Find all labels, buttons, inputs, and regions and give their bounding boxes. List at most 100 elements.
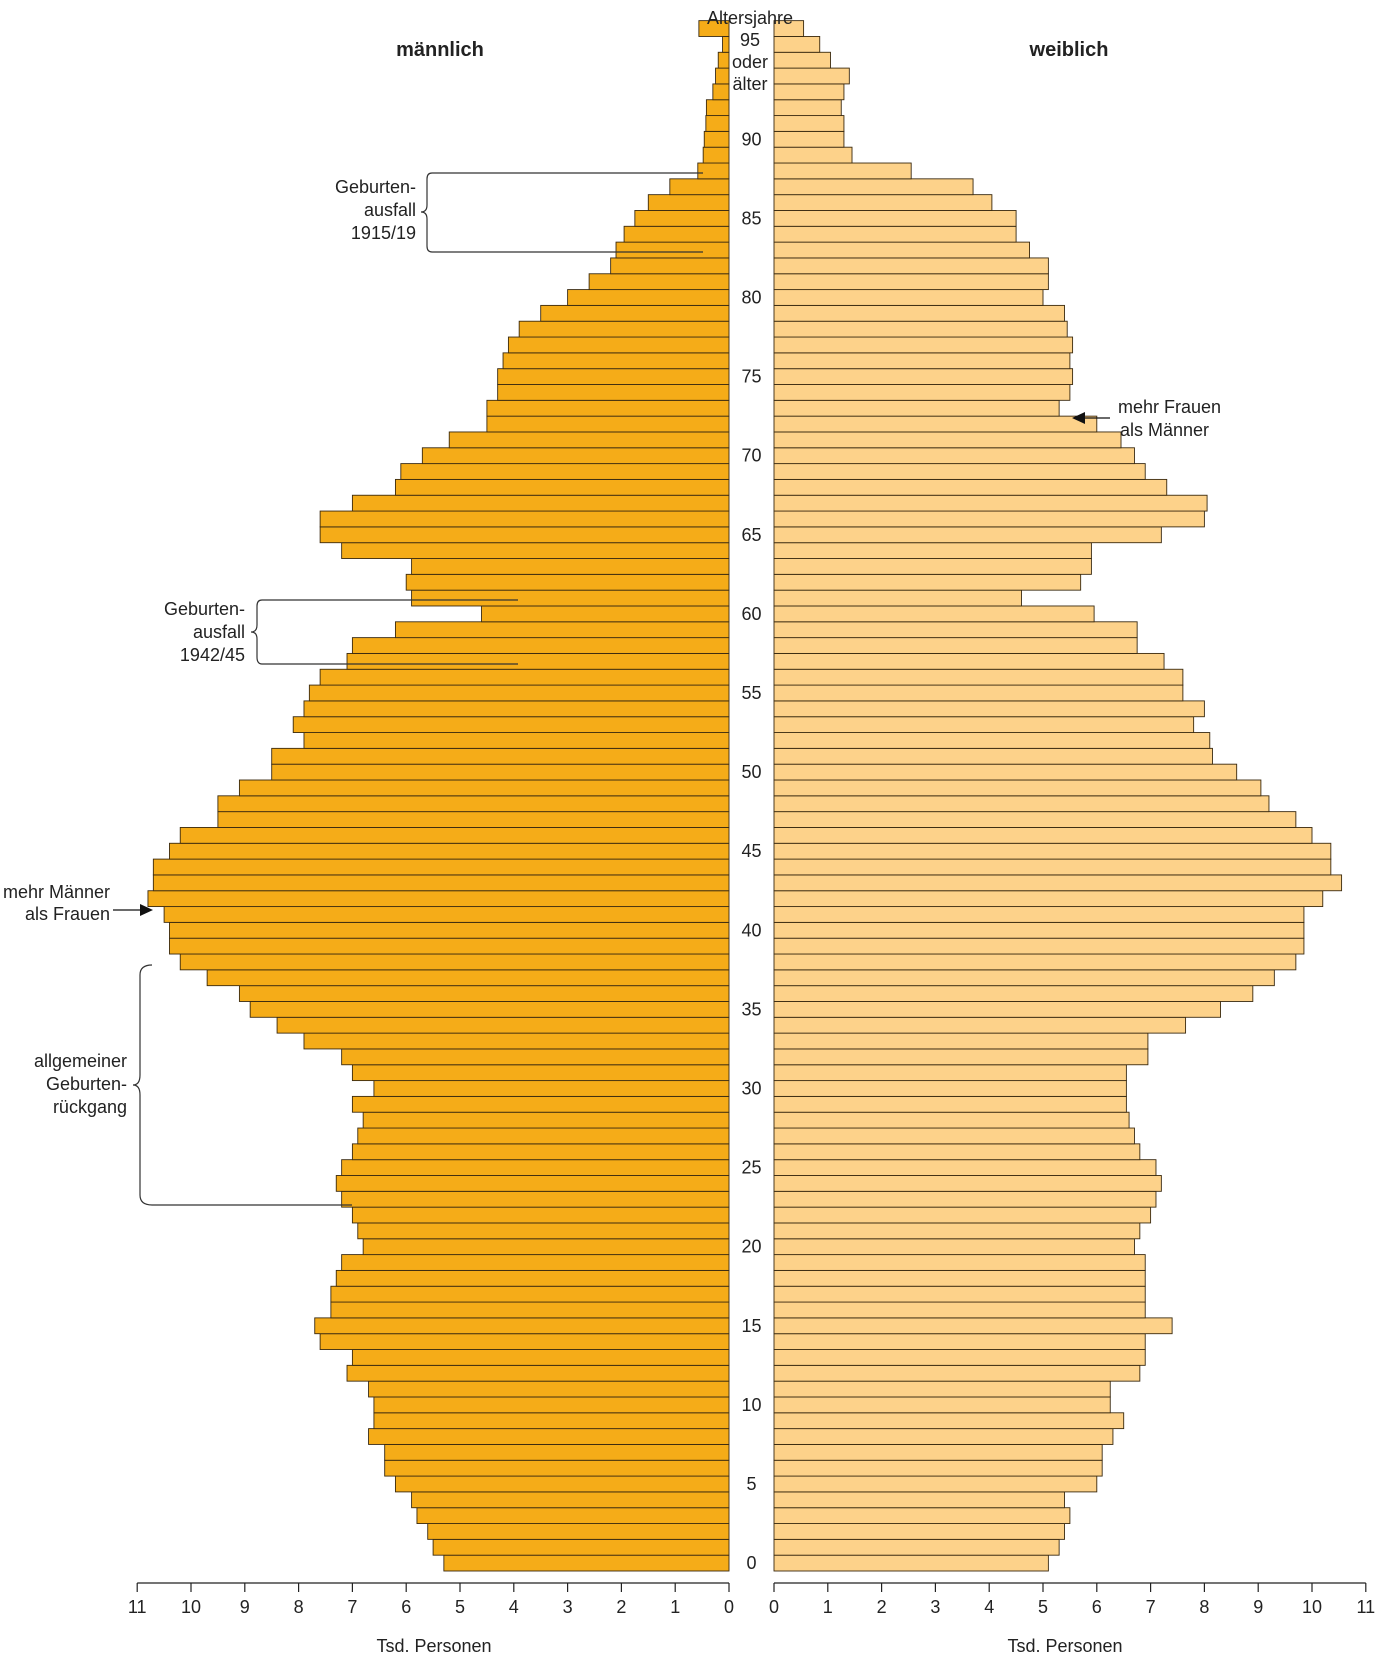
x-tick-label-right-5: 5 (1038, 1597, 1048, 1617)
bar-female-age-92 (773, 99, 842, 117)
x-tick-label-left-11: 11 (128, 1597, 147, 1617)
age-tick-label-10: 10 (741, 1395, 761, 1415)
bar-female-age-82 (773, 257, 1049, 275)
bar-male-age-14 (319, 1333, 730, 1350)
x-axis-label-left: Tsd. Personen (376, 1636, 491, 1656)
bar-male-age-70 (421, 447, 730, 465)
bar-male-age-23 (341, 1190, 730, 1208)
bar-male-age-71 (448, 431, 730, 449)
bar-male-age-83 (615, 241, 730, 259)
bar-female-age-13 (773, 1349, 1146, 1366)
bar-female-age-5 (773, 1475, 1098, 1493)
bar-male-age-13 (351, 1349, 730, 1366)
bar-male-age-10 (373, 1396, 730, 1414)
bar-male-age-3 (416, 1507, 730, 1524)
bar-female-age-91 (773, 115, 845, 132)
bar-female-age-8 (773, 1428, 1114, 1445)
bar-male-age-28 (362, 1111, 730, 1129)
bar-male-age-67 (351, 494, 730, 512)
bar-male-age-93 (712, 83, 730, 101)
bar-male-age-2 (427, 1523, 730, 1540)
age-tick-label-90: 90 (741, 129, 761, 149)
bar-female-age-9 (773, 1412, 1125, 1430)
bar-female-age-28 (773, 1111, 1130, 1129)
bar-female-age-40 (773, 921, 1305, 939)
bar-male-age-72 (486, 415, 730, 433)
x-axis-label-right: Tsd. Personen (1007, 1636, 1122, 1656)
x-tick-label-left-10: 10 (181, 1597, 201, 1617)
bar-female-age-79 (773, 304, 1065, 322)
bar-male-age-32 (341, 1048, 730, 1066)
bar-male-age-44 (152, 858, 730, 876)
bar-female-age-4 (773, 1491, 1065, 1509)
right-title: weiblich (1029, 39, 1109, 61)
age-tick-label-85: 85 (741, 208, 761, 228)
bar-male-age-17 (330, 1285, 730, 1303)
bar-female-age-15 (773, 1317, 1173, 1335)
bar-male-age-20 (362, 1238, 730, 1256)
x-tick-label-right-6: 6 (1092, 1597, 1102, 1617)
annotation-more-men-line-2: als Frauen (25, 904, 110, 924)
bar-female-age-66 (773, 510, 1205, 528)
bar-female-age-49 (773, 779, 1262, 797)
bar-female-age-46 (773, 827, 1313, 844)
bar-female-age-30 (773, 1080, 1127, 1097)
bar-male-age-11 (368, 1380, 730, 1398)
bar-male-age-27 (357, 1127, 730, 1145)
age-tick-labels: 0 5 10 15 20 25 30 35 40 45 50 55 60 65 70 75 80 85 90 (741, 129, 761, 1573)
bar-male-age-48 (217, 795, 730, 813)
x-tick-label-right-3: 3 (930, 1597, 940, 1617)
bar-female-age-23 (773, 1190, 1157, 1208)
bar-female-age-70 (773, 447, 1135, 465)
arrow-left-icon (1072, 412, 1085, 424)
x-tick-label-left-6: 6 (401, 1597, 411, 1617)
bar-male-age-30 (373, 1080, 730, 1097)
bar-female-age-77 (773, 336, 1074, 354)
bar-female-age-60 (773, 605, 1095, 623)
bar-male-age-91 (705, 115, 730, 132)
bar-female-age-83 (773, 241, 1031, 259)
bar-female-age-95 (773, 51, 831, 69)
axes: 11 10 9 8 7 6 5 4 3 2 1 0 0 1 2 3 4 5 6 7 8 9 10 11 (128, 1582, 1375, 1617)
bar-female-age-33 (773, 1032, 1149, 1050)
bar-male-age-5 (394, 1475, 730, 1493)
bar-female-age-96 (773, 36, 821, 53)
bar-male-age-62 (405, 573, 730, 591)
bar-female-age-80 (773, 289, 1044, 306)
bar-female-age-61 (773, 589, 1022, 607)
annotation-decline-line-3: rückgang (53, 1097, 127, 1117)
annotation-more-men: mehr Männer als Frauen (3, 882, 153, 924)
bar-female-age-16 (773, 1301, 1146, 1319)
bar-male-age-92 (705, 99, 730, 117)
x-tick-label-left-5: 5 (455, 1597, 465, 1617)
x-tick-label-left-7: 7 (347, 1597, 357, 1617)
bar-male-age-43 (152, 874, 730, 892)
bar-female-age-58 (773, 637, 1138, 654)
bar-male-age-79 (540, 304, 730, 322)
bar-female-age-86 (773, 194, 993, 211)
bar-male-age-75 (497, 368, 730, 385)
bar-female-age-67 (773, 494, 1208, 512)
bar-female-age-27 (773, 1127, 1135, 1145)
bar-female-age-88 (773, 162, 912, 180)
bar-female-age-68 (773, 478, 1168, 496)
x-tick-label-left-2: 2 (616, 1597, 626, 1617)
age-tick-label-40: 40 (741, 920, 761, 940)
bar-female-age-20 (773, 1238, 1135, 1256)
bar-female-age-41 (773, 906, 1305, 923)
bar-male-age-66 (319, 510, 730, 528)
bar-female-age-73 (773, 399, 1060, 417)
center-title-line-3: oder (732, 52, 768, 72)
annotation-birth-deficit-1942: Geburten- ausfall 1942/45 (164, 599, 518, 665)
bar-female-age-65 (773, 526, 1162, 544)
annotation-1915-line-1: Geburten- (335, 177, 416, 197)
bar-male-age-45 (169, 842, 730, 860)
x-tick-label-left-0: 0 (724, 1597, 734, 1617)
bar-female-age-37 (773, 969, 1275, 987)
bar-female-age-56 (773, 668, 1184, 686)
annotation-more-women-line-2: als Männer (1120, 420, 1209, 440)
bar-female-age-38 (773, 953, 1297, 971)
x-tick-label-right-4: 4 (984, 1597, 994, 1617)
bar-female-age-44 (773, 858, 1332, 876)
bar-female-age-69 (773, 463, 1146, 480)
